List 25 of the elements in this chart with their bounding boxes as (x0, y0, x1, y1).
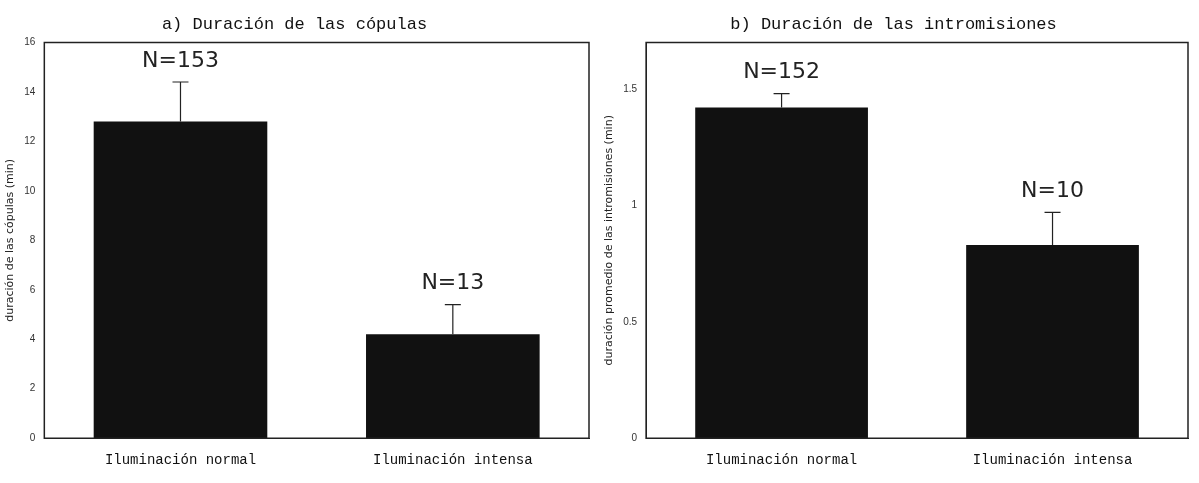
x-tick-label: Iluminación intensa (373, 452, 533, 469)
y-tick-label: 10 (24, 184, 36, 196)
y-tick-label: 0 (631, 431, 638, 443)
annotation: N=152 (743, 58, 821, 84)
y-tick-label: 8 (29, 234, 36, 246)
chart-title: b) Duración de las intromisiones (730, 14, 1057, 34)
x-tick-label: Iluminación normal (104, 452, 257, 469)
y-tick-label: 2 (29, 382, 36, 394)
y-tick-label: 1 (631, 199, 638, 211)
annotation: N=10 (1021, 177, 1084, 203)
annotation: N=13 (421, 269, 485, 295)
y-tick-label: 6 (29, 283, 36, 295)
y-axis-title: duración promedio de las intromisiones (min) (602, 115, 616, 366)
annotation: N=153 (142, 46, 219, 72)
y-tick-label: 14 (24, 85, 36, 97)
y-axis-title: duración de las cópulas (min) (3, 158, 17, 322)
y-tick-label: 12 (24, 135, 36, 147)
y-tick-label: 4 (29, 333, 36, 344)
x-tick-label: Iluminación normal (705, 452, 858, 469)
chart-title: a) Duración de las cópulas (161, 14, 428, 34)
x-tick-label: Iluminación intensa (972, 452, 1133, 469)
y-tick-label: 1.5 (623, 82, 638, 94)
y-tick-label: 0.5 (623, 315, 638, 327)
y-tick-label: 16 (24, 36, 36, 48)
y-tick-label: 0 (29, 431, 36, 443)
